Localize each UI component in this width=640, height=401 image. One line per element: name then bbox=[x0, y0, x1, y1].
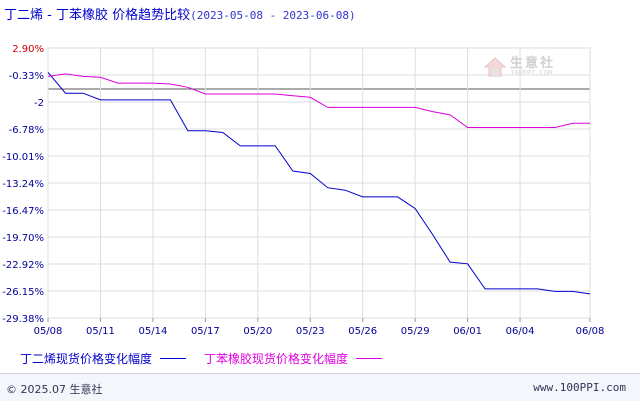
y-tick-label: -13.24% bbox=[2, 179, 44, 190]
y-tick-label: -26.15% bbox=[2, 287, 44, 298]
chart-date-range: (2023-05-08 - 2023-06-08) bbox=[190, 9, 356, 22]
y-tick-label: -22.92% bbox=[2, 260, 44, 271]
watermark-url: 100PPI.COM bbox=[510, 69, 553, 77]
footer-site-link[interactable]: www.100PPI.com bbox=[533, 381, 626, 394]
x-tick-label: 06/01 bbox=[453, 326, 482, 337]
x-tick-label: 05/29 bbox=[401, 326, 430, 337]
legend-item-butadiene: 丁二烯现货价格变化幅度 bbox=[20, 350, 187, 367]
x-tick-label: 05/17 bbox=[191, 326, 220, 337]
x-tick-label: 06/08 bbox=[576, 326, 605, 337]
x-tick-label: 05/11 bbox=[86, 326, 115, 337]
x-tick-label: 05/14 bbox=[138, 326, 167, 337]
series-line-butadiene bbox=[47, 71, 591, 295]
x-tick-label: 06/04 bbox=[506, 326, 535, 337]
chart-title-main: 丁二烯 - 丁苯橡胶 价格趋势比较 bbox=[4, 8, 191, 23]
chart-legend: 丁二烯现货价格变化幅度 丁苯橡胶现货价格变化幅度 bbox=[20, 350, 400, 367]
x-tick-label: 05/20 bbox=[243, 326, 272, 337]
legend-label-sbr: 丁苯橡胶现货价格变化幅度 bbox=[204, 352, 349, 366]
legend-item-sbr: 丁苯橡胶现货价格变化幅度 bbox=[204, 350, 383, 367]
x-tick-label: 05/23 bbox=[296, 326, 325, 337]
series-line-sbr bbox=[47, 73, 590, 128]
legend-swatch-butadiene bbox=[160, 358, 187, 359]
y-tick-label: -16.47% bbox=[2, 206, 44, 217]
logo-icon bbox=[484, 57, 506, 77]
y-tick-label: -10.01% bbox=[2, 152, 44, 163]
x-tick-label: 05/26 bbox=[348, 326, 377, 337]
y-tick-label: -19.70% bbox=[2, 233, 44, 244]
chart-grid bbox=[47, 47, 591, 322]
y-tick-label: -6.78% bbox=[9, 125, 44, 136]
y-tick-label: -29.38% bbox=[2, 314, 44, 325]
y-tick-label: -0.33% bbox=[9, 71, 44, 82]
x-tick-label: 05/08 bbox=[34, 326, 63, 337]
footer-copyright: © 2025.07 生意社 bbox=[6, 383, 103, 396]
chart-series bbox=[47, 71, 591, 295]
watermark-logo: 生意社 100PPI.COM bbox=[484, 56, 555, 78]
y-axis-ticks: 2.90% -0.33% -2 -6.78% -10.01% -13.24% -16.47%… bbox=[2, 44, 44, 325]
legend-swatch-sbr bbox=[356, 358, 383, 359]
x-axis-ticks: 05/08 05/11 05/14 05/17 05/20 05/23 05/26 05/29… bbox=[34, 326, 605, 337]
line-chart: 2.90% -0.33% -2 -6.78% -10.01% -13.24% -16.47%… bbox=[2, 44, 605, 337]
legend-label-butadiene: 丁二烯现货价格变化幅度 bbox=[20, 352, 153, 366]
watermark-name: 生意社 bbox=[510, 56, 556, 71]
chart-title: 丁二烯 - 丁苯橡胶 价格趋势比较(2023-05-08 - 2023-06-0… bbox=[4, 4, 356, 23]
y-tick-label: 2.90% bbox=[12, 44, 44, 55]
y-tick-label: -2 bbox=[34, 98, 44, 109]
footer-bar: © 2025.07 生意社 www.100PPI.com bbox=[0, 373, 640, 401]
